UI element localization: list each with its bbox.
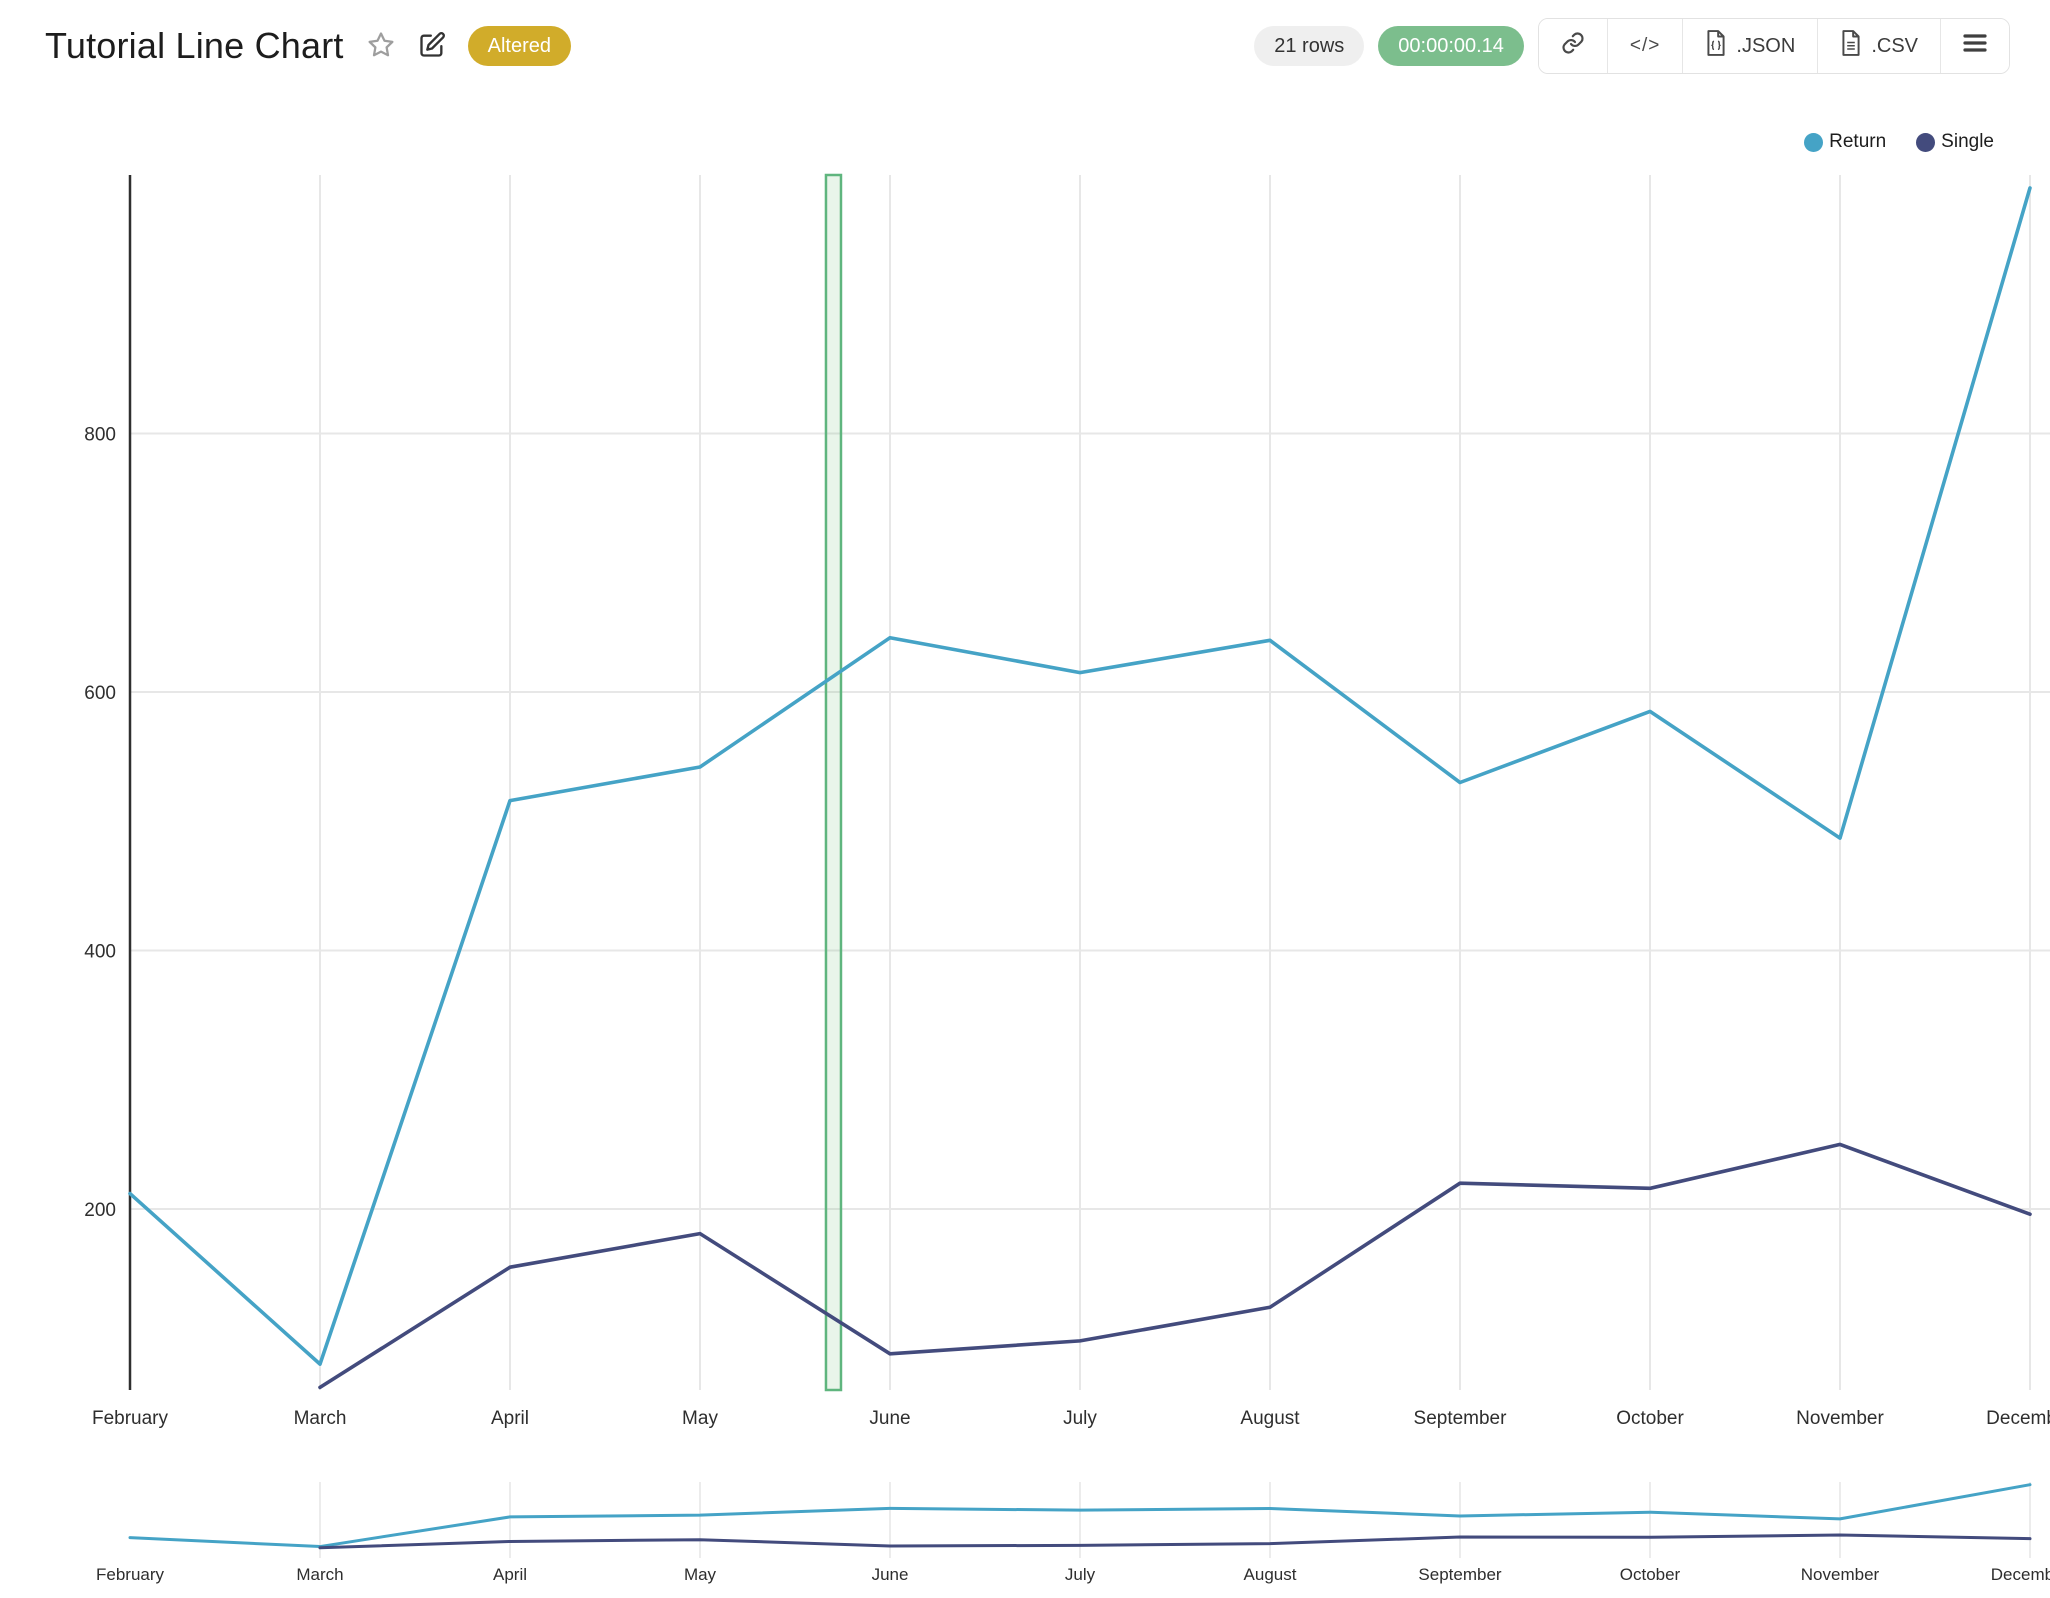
page-title: Tutorial Line Chart [45, 25, 344, 66]
svg-text:800: 800 [84, 425, 116, 446]
svg-text:December: December [1991, 1565, 2050, 1584]
svg-text:December: December [1986, 1408, 2050, 1429]
favorite-star-button[interactable] [366, 30, 396, 63]
svg-text:March: March [294, 1408, 347, 1429]
query-timer-badge: 00:00:00.14 [1378, 26, 1524, 66]
svg-text:June: June [869, 1408, 910, 1429]
svg-text:October: October [1620, 1565, 1681, 1584]
edit-pencil-icon [418, 31, 446, 62]
export-button-group: </> .JSON [1537, 18, 2010, 74]
svg-text:May: May [684, 1565, 717, 1584]
svg-text:November: November [1796, 1408, 1884, 1429]
svg-text:July: July [1065, 1565, 1096, 1584]
svg-text:February: February [96, 1565, 165, 1584]
json-button-label: .JSON [1736, 34, 1796, 57]
edit-button[interactable] [418, 31, 446, 62]
svg-text:June: June [872, 1565, 909, 1584]
csv-button-label: .CSV [1871, 34, 1918, 57]
star-icon [366, 30, 396, 63]
legend-item-return[interactable]: Return [1804, 131, 1886, 153]
svg-text:July: July [1063, 1408, 1097, 1429]
chart-legend: Return Single [1804, 131, 1994, 153]
menu-button[interactable] [1940, 19, 2009, 73]
code-button[interactable]: </> [1606, 19, 1683, 73]
code-icon: </> [1629, 35, 1661, 56]
export-csv-button[interactable]: .CSV [1817, 19, 1940, 73]
csv-file-icon [1840, 30, 1862, 62]
svg-text:August: August [1244, 1565, 1297, 1584]
copy-link-button[interactable] [1538, 19, 1607, 73]
svg-text:September: September [1418, 1565, 1501, 1584]
svg-text:November: November [1801, 1565, 1880, 1584]
altered-badge: Altered [467, 26, 571, 66]
legend-item-single[interactable]: Single [1916, 131, 1994, 153]
header-bar: Tutorial Line Chart Altered [0, 0, 2050, 82]
link-icon [1561, 31, 1585, 61]
svg-text:October: October [1616, 1408, 1684, 1429]
svg-text:February: February [92, 1408, 169, 1429]
svg-text:400: 400 [84, 942, 116, 963]
row-count-badge: 21 rows [1254, 26, 1365, 66]
svg-text:200: 200 [84, 1200, 116, 1221]
svg-text:April: April [493, 1565, 527, 1584]
export-json-button[interactable]: .JSON [1682, 19, 1818, 73]
svg-text:August: August [1240, 1408, 1300, 1429]
legend-label-single: Single [1941, 131, 1994, 152]
hamburger-menu-icon [1963, 33, 1987, 59]
svg-text:600: 600 [84, 683, 116, 704]
json-file-icon [1705, 30, 1727, 62]
svg-text:April: April [491, 1408, 529, 1429]
svg-text:March: March [296, 1565, 343, 1584]
single-series-dot [1916, 132, 1936, 152]
svg-text:September: September [1414, 1408, 1508, 1429]
legend-label-return: Return [1829, 131, 1887, 152]
svg-text:May: May [682, 1408, 718, 1429]
return-series-dot [1804, 132, 1824, 152]
